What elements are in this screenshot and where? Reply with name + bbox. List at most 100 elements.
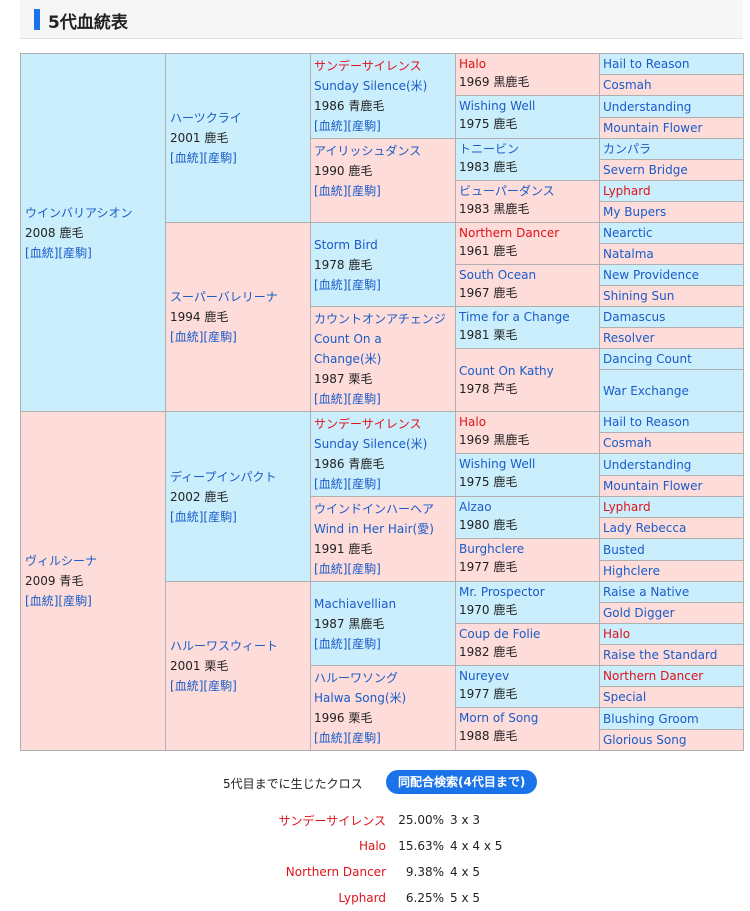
ancestor-name[interactable]: Highclere xyxy=(603,564,660,578)
ancestor-name-en[interactable]: Sunday Silence(米) xyxy=(314,437,428,451)
ancestor-name[interactable]: Mountain Flower xyxy=(603,121,703,135)
ancestor-name[interactable]: Northern Dancer xyxy=(459,226,560,240)
ancestor-name[interactable]: Busted xyxy=(603,542,645,557)
offspring-link[interactable]: 産駒 xyxy=(208,509,233,524)
pedigree-link[interactable]: 血統 xyxy=(174,509,199,524)
ancestor-name[interactable]: Damascus xyxy=(603,310,666,324)
ancestor-name[interactable]: Blushing Groom xyxy=(603,711,699,726)
ancestor-name[interactable]: War Exchange xyxy=(603,383,689,398)
ancestor-name[interactable]: Lady Rebecca xyxy=(603,521,687,535)
ancestor-name[interactable]: Gold Digger xyxy=(603,606,675,620)
ancestor-name[interactable]: Raise a Native xyxy=(603,585,690,599)
offspring-link[interactable]: 産駒 xyxy=(63,594,88,608)
offspring-link[interactable]: 産駒 xyxy=(352,184,377,198)
pedigree-link[interactable]: 血統 xyxy=(174,679,199,693)
ancestor-name[interactable]: Time for a Change xyxy=(459,310,570,324)
offspring-link[interactable]: 産駒 xyxy=(352,119,377,133)
ancestor-name[interactable]: New Providence xyxy=(603,268,700,282)
ancestor-name[interactable]: ウインドインハーヘア xyxy=(314,502,435,516)
offspring-link[interactable]: 産駒 xyxy=(352,477,377,491)
pedigree-link[interactable]: 血統 xyxy=(318,277,343,292)
offspring-link[interactable]: 産駒 xyxy=(352,277,377,292)
ancestor-name[interactable]: Natalma xyxy=(603,247,654,261)
sire-sire-name[interactable]: ハーツクライ xyxy=(170,111,242,125)
ancestor-name[interactable]: Halo xyxy=(459,57,487,71)
offspring-link[interactable]: 産駒 xyxy=(63,245,88,260)
ancestor-name[interactable]: Wishing Well xyxy=(459,457,536,471)
ancestor-name[interactable]: Wishing Well xyxy=(459,99,536,113)
pedigree-link[interactable]: 血統 xyxy=(29,594,54,608)
ancestor-name[interactable]: トニービン xyxy=(459,142,520,156)
pedigree-link[interactable]: 血統 xyxy=(318,731,343,745)
ancestor-name[interactable]: Understanding xyxy=(603,99,692,114)
sire-dam-name[interactable]: スーパーバレリーナ xyxy=(170,290,278,304)
sire-name[interactable]: ウインバリアシオン xyxy=(25,205,133,220)
ancestor-name[interactable]: ビューパーダンス xyxy=(459,184,555,198)
offspring-link[interactable]: 産駒 xyxy=(352,562,377,576)
ancestor-name[interactable]: Shining Sun xyxy=(603,289,675,303)
ancestor-name[interactable]: カウントオンアチェンジ xyxy=(314,312,446,326)
ancestor-name[interactable]: Resolver xyxy=(603,331,655,345)
ancestor-name[interactable]: Machiavellian xyxy=(314,596,397,611)
cross-horse-name[interactable]: Lyphard xyxy=(338,891,386,905)
dam-name[interactable]: ヴィルシーナ xyxy=(25,554,98,568)
ancestor-name[interactable]: Alzao xyxy=(459,500,492,514)
ancestor-name[interactable]: Mr. Prospector xyxy=(459,585,545,599)
ancestor-name[interactable]: Storm Bird xyxy=(314,237,378,252)
dam-sire-name[interactable]: ディープインパクト xyxy=(170,469,277,484)
ancestor-name[interactable]: サンデーサイレンス xyxy=(314,59,422,73)
ancestor-name[interactable]: Hail to Reason xyxy=(603,57,690,71)
pedigree-link[interactable]: 血統 xyxy=(29,245,54,260)
offspring-link[interactable]: 産駒 xyxy=(208,679,233,693)
ancestor-name[interactable]: Halo xyxy=(603,627,631,641)
ancestor-name[interactable]: Lyphard xyxy=(603,500,651,514)
same-mating-search-button[interactable]: 同配合検索(4代目まで) xyxy=(386,770,538,794)
offspring-link[interactable]: 産駒 xyxy=(208,330,233,344)
ancestor-name[interactable]: Nearctic xyxy=(603,226,653,240)
pedigree-link[interactable]: 血統 xyxy=(318,392,343,406)
ancestor-name[interactable]: Understanding xyxy=(603,457,692,472)
ancestor-name[interactable]: Burghclere xyxy=(459,542,525,556)
ancestor-name[interactable]: サンデーサイレンス xyxy=(314,417,422,431)
cross-horse-name[interactable]: サンデーサイレンス xyxy=(278,813,386,828)
pedigree-link[interactable]: 血統 xyxy=(318,184,343,198)
pedigree-link[interactable]: 血統 xyxy=(318,562,343,576)
ancestor-name[interactable]: Northern Dancer xyxy=(603,669,704,683)
ancestor-name[interactable]: Severn Bridge xyxy=(603,163,688,177)
ancestor-name[interactable]: Dancing Count xyxy=(603,352,692,367)
ancestor-name[interactable]: Nureyev xyxy=(459,669,510,683)
cross-horse-name[interactable]: Halo xyxy=(358,839,386,853)
ancestor-name[interactable]: Hail to Reason xyxy=(603,415,690,429)
ancestor-name[interactable]: Glorious Song xyxy=(603,733,687,747)
ancestor-name[interactable]: Special xyxy=(603,690,647,704)
offspring-link[interactable]: 産駒 xyxy=(352,731,377,745)
offspring-link[interactable]: 産駒 xyxy=(208,151,233,165)
ancestor-name-en[interactable]: Count On a Change(米) xyxy=(314,332,382,366)
ancestor-name[interactable]: カンパラ xyxy=(603,142,652,156)
ancestor-name[interactable]: Cosmah xyxy=(603,436,652,450)
dam-dam-name[interactable]: ハルーワスウィート xyxy=(170,639,279,653)
ancestor-name[interactable]: Cosmah xyxy=(603,78,652,92)
pedigree-link[interactable]: 血統 xyxy=(174,151,199,165)
ancestor-name[interactable]: アイリッシュダンス xyxy=(314,144,422,158)
ancestor-name[interactable]: Lyphard xyxy=(603,184,651,198)
ancestor-name[interactable]: Halo xyxy=(459,415,487,429)
ancestor-name-en[interactable]: Wind in Her Hair(愛) xyxy=(314,522,434,536)
ancestor-name-en[interactable]: Halwa Song(米) xyxy=(314,691,407,705)
ancestor-name[interactable]: South Ocean xyxy=(459,268,537,282)
ancestor-name[interactable]: Count On Kathy xyxy=(459,364,554,378)
cross-horse-name[interactable]: Northern Dancer xyxy=(285,865,386,879)
ancestor-name-en[interactable]: Sunday Silence(米) xyxy=(314,79,428,93)
pedigree-link[interactable]: 血統 xyxy=(318,636,343,651)
pedigree-link[interactable]: 血統 xyxy=(318,119,343,133)
pedigree-link[interactable]: 血統 xyxy=(318,477,343,491)
offspring-link[interactable]: 産駒 xyxy=(352,636,377,651)
pedigree-link[interactable]: 血統 xyxy=(174,330,199,344)
ancestor-name[interactable]: Raise the Standard xyxy=(603,648,718,662)
ancestor-name[interactable]: Mountain Flower xyxy=(603,479,703,493)
ancestor-name[interactable]: ハルーワソング xyxy=(314,671,399,685)
ancestor-name[interactable]: Coup de Folie xyxy=(459,627,541,641)
ancestor-name[interactable]: My Bupers xyxy=(603,205,667,219)
offspring-link[interactable]: 産駒 xyxy=(352,392,377,406)
ancestor-name[interactable]: Morn of Song xyxy=(459,711,539,725)
